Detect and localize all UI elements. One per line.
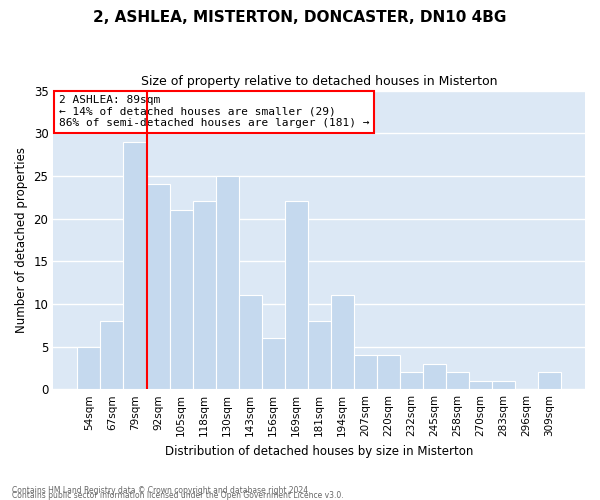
Bar [239,296,262,389]
Bar [100,321,124,389]
Bar [170,210,193,389]
Bar [284,202,308,389]
Text: 2 ASHLEA: 89sqm
← 14% of detached houses are smaller (29)
86% of semi-detached h: 2 ASHLEA: 89sqm ← 14% of detached houses… [59,95,369,128]
Bar [492,380,515,389]
Bar [353,355,377,389]
Bar [215,176,239,389]
Bar [331,296,353,389]
Bar [423,364,446,389]
Y-axis label: Number of detached properties: Number of detached properties [15,147,28,333]
Bar [446,372,469,389]
Bar [262,338,284,389]
Bar [308,321,331,389]
Bar [77,346,100,389]
Bar [469,380,492,389]
Bar [193,202,215,389]
X-axis label: Distribution of detached houses by size in Misterton: Distribution of detached houses by size … [165,444,473,458]
Bar [146,184,170,389]
Text: Contains public sector information licensed under the Open Government Licence v3: Contains public sector information licen… [12,491,344,500]
Text: Contains HM Land Registry data © Crown copyright and database right 2024.: Contains HM Land Registry data © Crown c… [12,486,311,495]
Bar [124,142,146,389]
Text: 2, ASHLEA, MISTERTON, DONCASTER, DN10 4BG: 2, ASHLEA, MISTERTON, DONCASTER, DN10 4B… [94,10,506,25]
Title: Size of property relative to detached houses in Misterton: Size of property relative to detached ho… [141,75,497,88]
Bar [400,372,423,389]
Bar [538,372,561,389]
Bar [377,355,400,389]
